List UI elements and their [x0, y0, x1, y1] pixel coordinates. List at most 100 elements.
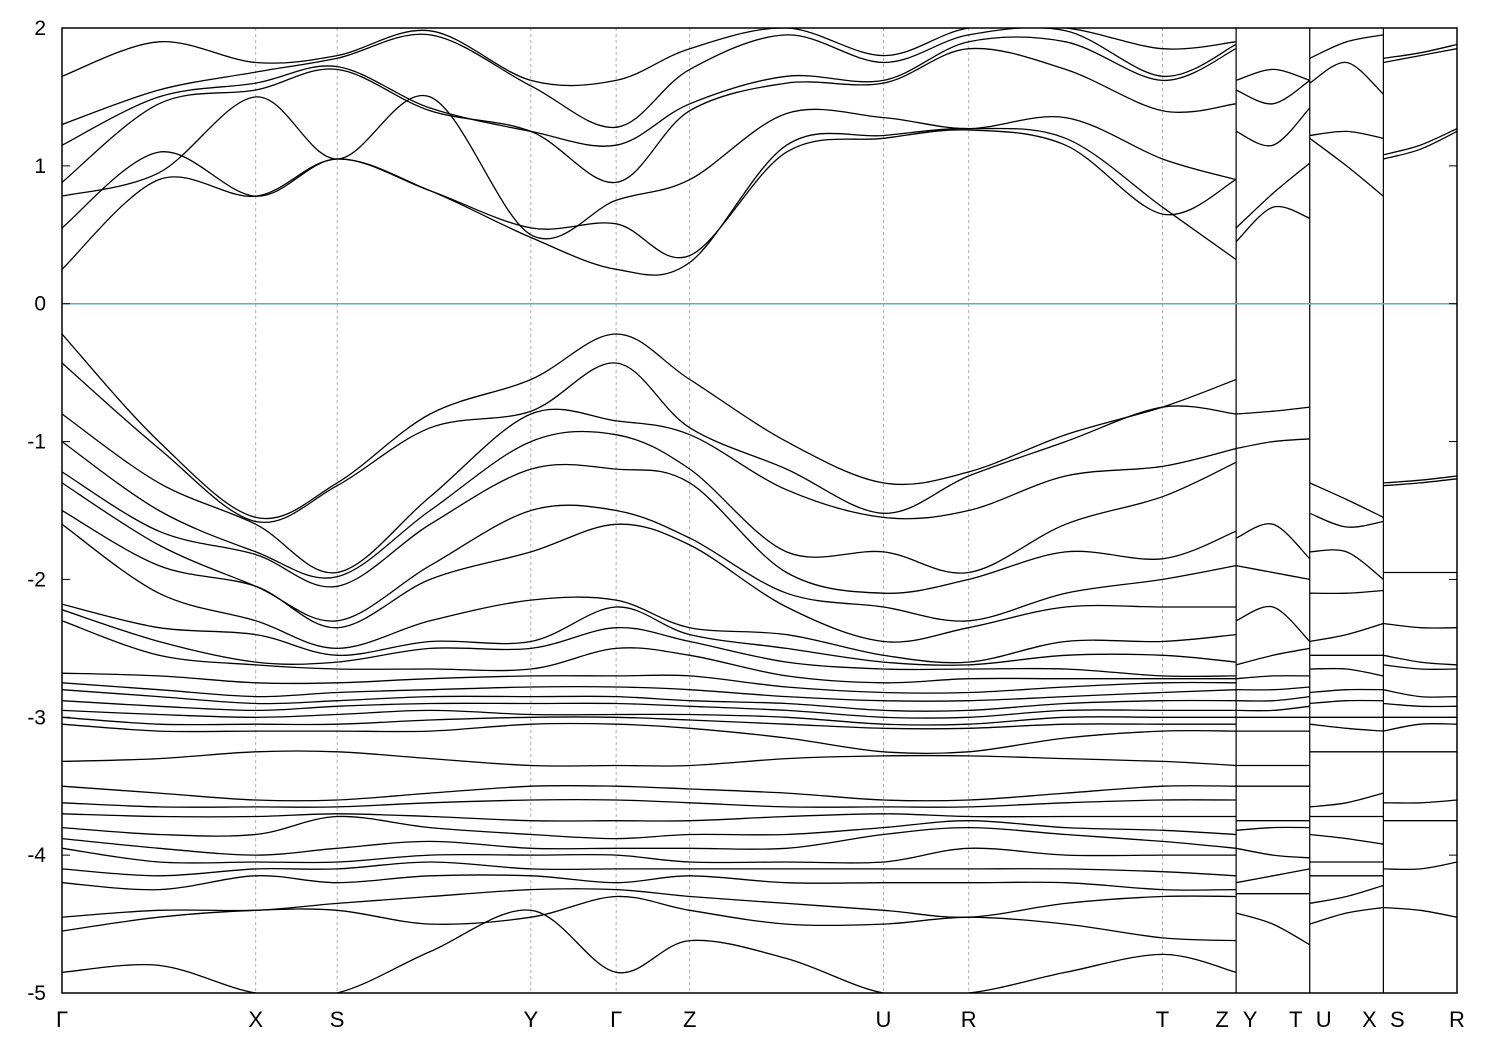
band-line — [1235, 647, 1310, 666]
band-line — [62, 798, 1237, 808]
band-line — [62, 609, 1237, 678]
band-line — [1309, 61, 1384, 95]
band-line — [1235, 868, 1310, 884]
y-tick-label: -1 — [27, 431, 46, 454]
kpoint-label: Y — [524, 1007, 539, 1032]
band-line — [62, 722, 1237, 755]
band-line — [1383, 664, 1457, 670]
band-line — [1235, 79, 1311, 105]
y-axis-ticks: 2 1 0 -1 -2 -3 -4 -5 — [27, 17, 1457, 1005]
band-line — [1235, 564, 1310, 581]
band-line — [1309, 482, 1384, 518]
band-line — [1235, 847, 1310, 859]
band-line — [62, 620, 1237, 684]
kpoint-label: X — [1362, 1007, 1377, 1032]
band-line — [62, 716, 1237, 730]
band-line — [1235, 107, 1311, 147]
band-line — [1235, 438, 1310, 450]
band-line — [62, 874, 1237, 891]
band-line — [1383, 475, 1457, 484]
band-line — [62, 847, 1237, 864]
band-line — [1309, 137, 1384, 197]
band-line — [62, 815, 1237, 840]
kpoint-label: Z — [683, 1007, 696, 1032]
y-tick-label: -4 — [27, 844, 46, 867]
band-line — [62, 129, 1237, 259]
band-line — [62, 689, 1237, 712]
y-tick-label: 2 — [34, 17, 46, 40]
band-line — [62, 333, 1237, 520]
band-line — [62, 826, 1237, 856]
band-line — [1383, 723, 1457, 732]
band-line — [1235, 912, 1311, 946]
band-line — [62, 909, 1237, 993]
band-line — [1235, 605, 1311, 642]
band-line — [1309, 699, 1384, 705]
band-line — [1309, 723, 1384, 732]
band-line — [1309, 884, 1384, 905]
kpoint-label: Γ — [56, 1007, 68, 1032]
kpoint-label: R — [1449, 1007, 1465, 1032]
kpoint-label: X — [248, 1007, 263, 1032]
band-line — [62, 430, 1237, 579]
band-line — [1236, 406, 1310, 415]
band-line — [1383, 906, 1457, 918]
band-line — [62, 813, 1237, 822]
band-line — [62, 28, 1237, 128]
band-line — [62, 888, 1237, 918]
band-line — [62, 47, 1237, 184]
band-line — [1383, 48, 1457, 64]
band-line — [1235, 205, 1311, 243]
band-line — [1309, 589, 1384, 595]
band-line — [1383, 799, 1457, 804]
band-line — [1383, 622, 1457, 629]
grid-lines — [255, 28, 1384, 993]
band-line — [1383, 478, 1457, 487]
band-line — [1236, 675, 1310, 680]
y-tick-label: 0 — [34, 293, 46, 316]
kpoint-label: S — [330, 1007, 345, 1032]
y-tick-label: -3 — [27, 706, 46, 729]
band-line — [1383, 861, 1457, 871]
band-line — [1236, 705, 1310, 712]
band-line — [1309, 130, 1384, 139]
kpoint-label: Γ — [610, 1007, 622, 1032]
band-line — [62, 463, 1237, 594]
band-line — [1236, 695, 1310, 702]
kpoint-label: U — [1316, 1007, 1332, 1032]
kpoint-label: R — [961, 1007, 977, 1032]
band-line — [62, 28, 1237, 87]
kpoint-label: U — [876, 1007, 892, 1032]
band-line — [1309, 906, 1384, 925]
band-line — [1309, 549, 1384, 580]
band-line — [1309, 34, 1384, 59]
kpoint-label: Z — [1215, 1007, 1228, 1032]
band-line — [1309, 667, 1384, 677]
y-tick-label: 1 — [34, 155, 46, 178]
band-line — [1383, 128, 1457, 156]
band-line — [1309, 688, 1384, 694]
band-line — [1383, 689, 1457, 698]
plot-frame — [61, 27, 1458, 994]
band-line — [1383, 43, 1457, 59]
band-line — [1235, 523, 1311, 560]
band-line — [1309, 622, 1384, 643]
band-line — [1309, 792, 1384, 808]
band-line — [62, 895, 1237, 942]
band-line — [1236, 686, 1310, 691]
kpoint-label: T — [1156, 1007, 1169, 1032]
band-line — [1235, 162, 1311, 229]
band-line — [62, 362, 1237, 524]
band-line — [62, 94, 1237, 240]
band-line — [62, 784, 1237, 802]
kpoint-label: T — [1289, 1007, 1302, 1032]
y-tick-label: -2 — [27, 568, 46, 591]
band-line — [62, 750, 1237, 767]
band-line — [1309, 833, 1384, 845]
band-line — [62, 700, 1237, 719]
band-line — [62, 523, 1237, 664]
band-line — [62, 408, 1237, 574]
band-line — [62, 603, 1237, 666]
